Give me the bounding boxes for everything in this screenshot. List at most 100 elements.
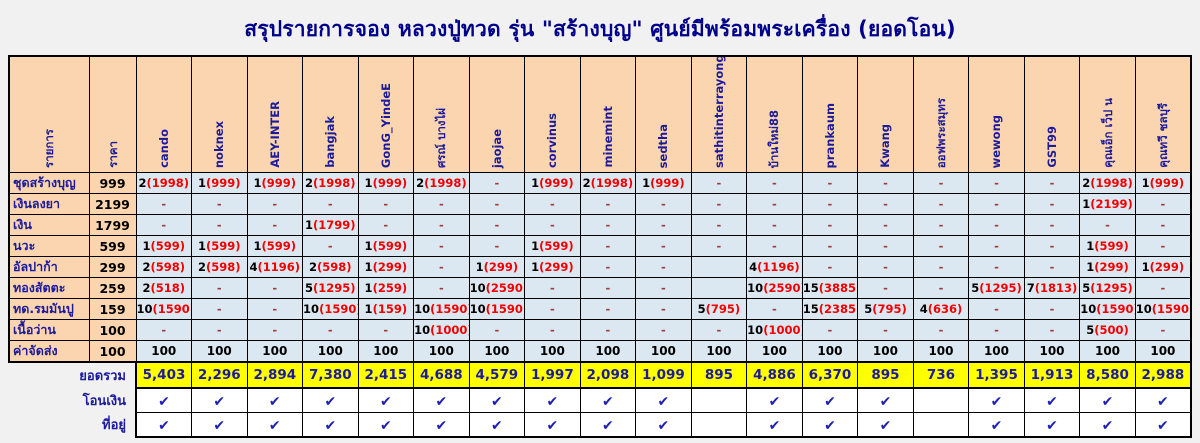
data-cell[interactable]: 5(1295)	[302, 277, 359, 299]
data-cell[interactable]: 5(1295)	[968, 277, 1025, 299]
data-cell[interactable]: 10(1000)	[413, 319, 470, 341]
data-cell[interactable]: -	[690, 193, 748, 215]
data-cell[interactable]: -	[801, 172, 859, 194]
data-cell[interactable]: 1(599)	[191, 235, 248, 257]
data-cell[interactable]: -	[413, 214, 470, 236]
data-cell[interactable]: -	[1023, 319, 1081, 341]
check-cell[interactable]: ✔	[1079, 412, 1136, 438]
data-cell[interactable]: -	[246, 214, 304, 236]
data-cell[interactable]: 100	[135, 340, 193, 363]
total-cell[interactable]: 7,380	[302, 361, 359, 389]
data-cell[interactable]: 100	[357, 340, 415, 363]
data-cell[interactable]: 100	[1023, 340, 1081, 363]
check-cell[interactable]: ✔	[746, 412, 803, 438]
data-cell[interactable]: 1(599)	[524, 235, 581, 257]
check-cell[interactable]: ✔	[413, 387, 470, 413]
check-cell[interactable]: ✔	[357, 412, 415, 438]
data-cell[interactable]: 1(999)	[357, 172, 415, 194]
data-cell[interactable]: 1(599)	[357, 235, 415, 257]
check-cell[interactable]: ✔	[968, 412, 1025, 438]
data-cell[interactable]: -	[579, 277, 637, 299]
column-header[interactable]: GonG_YindeE	[357, 55, 415, 173]
data-cell[interactable]: -	[1134, 277, 1192, 299]
column-header[interactable]: bangjak	[302, 55, 359, 173]
price-cell[interactable]: 1799	[88, 214, 137, 236]
data-cell[interactable]	[690, 277, 748, 299]
data-cell[interactable]: 2(518)	[135, 277, 193, 299]
data-cell[interactable]: 2(1998)	[413, 172, 470, 194]
data-cell[interactable]: 100	[912, 340, 970, 363]
row-label[interactable]: เงินลงยา	[8, 193, 90, 215]
data-cell[interactable]: -	[801, 235, 859, 257]
data-cell[interactable]: -	[968, 256, 1025, 278]
check-cell[interactable]: ✔	[1079, 387, 1136, 413]
data-cell[interactable]: 100	[635, 340, 692, 363]
data-cell[interactable]: 100	[524, 340, 581, 363]
data-cell[interactable]: -	[635, 214, 692, 236]
data-cell[interactable]: -	[413, 256, 470, 278]
data-cell[interactable]: 4(1196)	[746, 256, 803, 278]
total-cell[interactable]: 1,997	[524, 361, 581, 389]
check-cell[interactable]: ✔	[191, 412, 248, 438]
check-cell[interactable]: ✔	[1134, 387, 1192, 413]
total-cell[interactable]: 5,403	[135, 361, 193, 389]
data-cell[interactable]: -	[968, 319, 1025, 341]
total-cell[interactable]: 2,415	[357, 361, 415, 389]
column-header[interactable]: บ้านใหม่88	[746, 55, 803, 173]
data-cell[interactable]: -	[635, 256, 692, 278]
data-cell[interactable]: -	[468, 172, 526, 194]
data-cell[interactable]: 100	[413, 340, 470, 363]
data-cell[interactable]: -	[191, 214, 248, 236]
data-cell[interactable]: -	[912, 172, 970, 194]
data-cell[interactable]: -	[135, 214, 193, 236]
data-cell[interactable]: -	[579, 256, 637, 278]
row-label[interactable]: นวะ	[8, 235, 90, 257]
data-cell[interactable]: 1(599)	[135, 235, 193, 257]
data-cell[interactable]: -	[357, 319, 415, 341]
data-cell[interactable]: -	[524, 277, 581, 299]
data-cell[interactable]: -	[246, 277, 304, 299]
data-cell[interactable]: -	[191, 193, 248, 215]
price-cell[interactable]: 159	[88, 298, 137, 320]
data-cell[interactable]: -	[968, 193, 1025, 215]
data-cell[interactable]: -	[746, 214, 803, 236]
data-cell[interactable]: 1(999)	[635, 172, 692, 194]
check-cell[interactable]: ✔	[468, 412, 526, 438]
data-cell[interactable]: 1(299)	[468, 256, 526, 278]
data-cell[interactable]: -	[801, 319, 859, 341]
column-header[interactable]: cando	[135, 55, 193, 173]
price-cell[interactable]: 2199	[88, 193, 137, 215]
total-cell[interactable]: 4,688	[413, 361, 470, 389]
data-cell[interactable]: -	[857, 214, 914, 236]
data-cell[interactable]: -	[579, 193, 637, 215]
data-cell[interactable]: -	[857, 277, 914, 299]
check-cell[interactable]: ✔	[135, 412, 193, 438]
data-cell[interactable]: 5(795)	[690, 298, 748, 320]
data-cell[interactable]: 1(1799)	[302, 214, 359, 236]
data-cell[interactable]: -	[801, 193, 859, 215]
check-cell[interactable]: ✔	[524, 412, 581, 438]
data-cell[interactable]: -	[524, 214, 581, 236]
data-cell[interactable]: 1(299)	[524, 256, 581, 278]
check-cell[interactable]: ✔	[1023, 412, 1081, 438]
data-cell[interactable]: -	[302, 235, 359, 257]
data-cell[interactable]: -	[857, 193, 914, 215]
data-cell[interactable]: 4(1196)	[246, 256, 304, 278]
data-cell[interactable]: -	[468, 319, 526, 341]
data-cell[interactable]: 2(598)	[191, 256, 248, 278]
data-cell[interactable]: -	[302, 193, 359, 215]
data-cell[interactable]: -	[413, 277, 470, 299]
data-cell[interactable]: 1(999)	[246, 172, 304, 194]
data-cell[interactable]: -	[746, 298, 803, 320]
data-cell[interactable]: 2(1998)	[1079, 172, 1136, 194]
check-cell[interactable]: ✔	[135, 387, 193, 413]
data-cell[interactable]: 1(999)	[191, 172, 248, 194]
data-cell[interactable]: 15(3885)	[801, 277, 859, 299]
data-cell[interactable]: -	[968, 235, 1025, 257]
total-cell[interactable]: 2,894	[246, 361, 304, 389]
check-cell[interactable]: ✔	[857, 412, 914, 438]
check-cell[interactable]	[690, 412, 748, 438]
data-cell[interactable]: -	[746, 235, 803, 257]
data-cell[interactable]: -	[579, 319, 637, 341]
data-cell[interactable]: 2(1998)	[302, 172, 359, 194]
